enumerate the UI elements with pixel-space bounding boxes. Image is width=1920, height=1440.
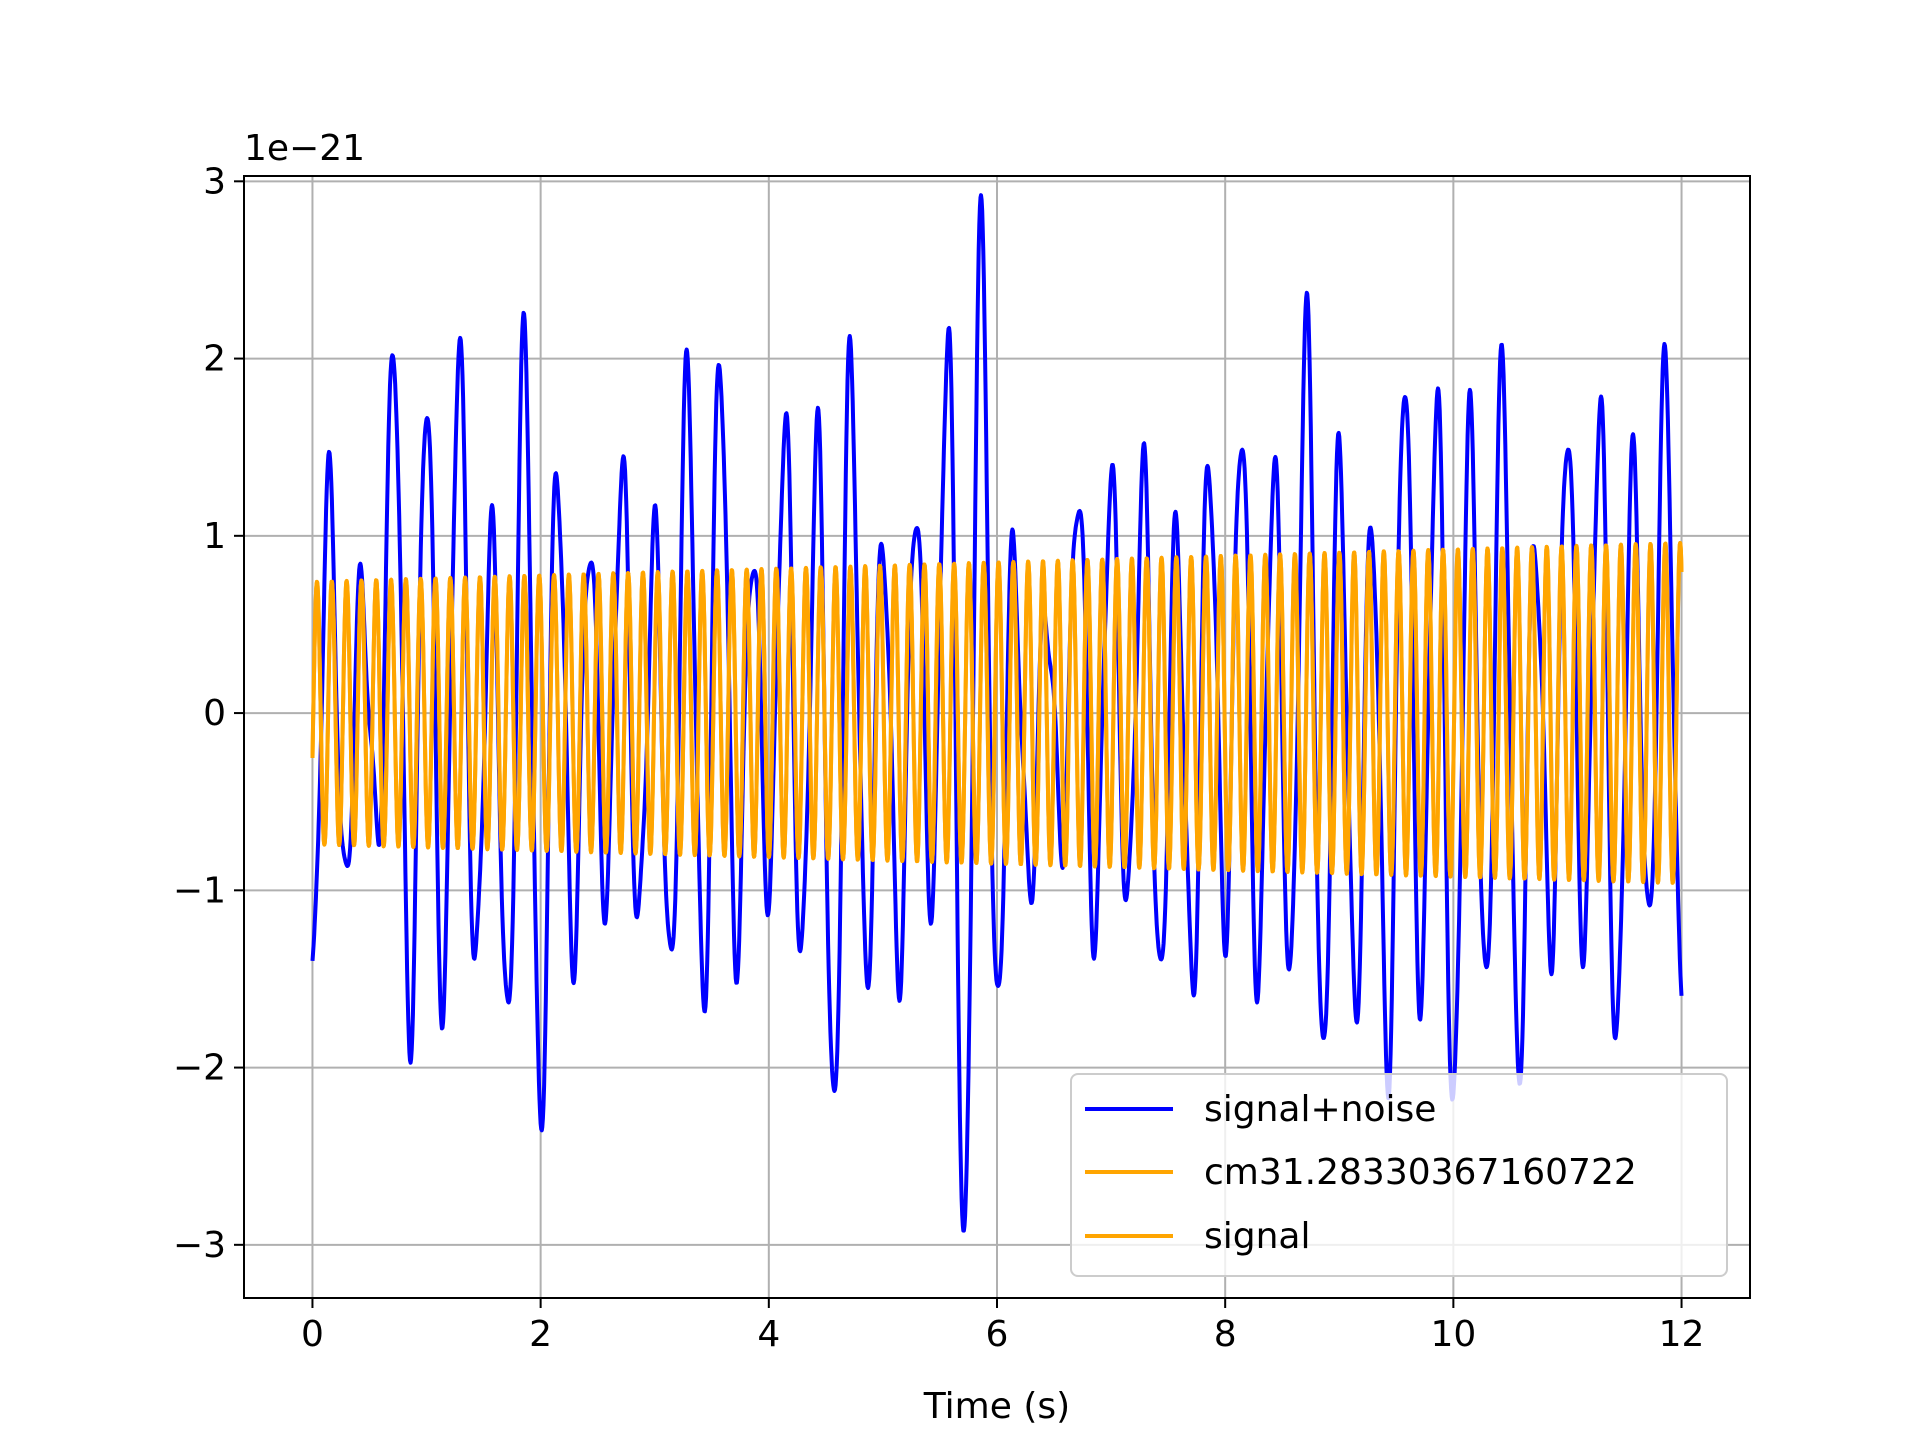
x-tick-label: 8	[1214, 1314, 1237, 1355]
legend-label-cm: cm31.28330367160722	[1204, 1152, 1637, 1193]
x-tick-label: 10	[1430, 1314, 1476, 1355]
y-tick-label: −2	[173, 1048, 226, 1089]
legend: signal+noise cm31.28330367160722 signal	[1070, 1073, 1728, 1277]
x-tick-label: 0	[301, 1314, 324, 1355]
y-tick-label: 3	[203, 161, 226, 202]
y-tick-label: −3	[173, 1225, 226, 1266]
x-tick-label: 6	[986, 1314, 1009, 1355]
y-tick-label: 2	[203, 339, 226, 380]
y-tick-label: 1	[203, 516, 226, 557]
legend-box	[1070, 1073, 1728, 1277]
x-tick-label: 4	[757, 1314, 780, 1355]
legend-label-signal: signal	[1204, 1216, 1311, 1257]
y-offset-text: 1e−21	[244, 128, 365, 169]
x-tick-label: 12	[1659, 1314, 1705, 1355]
y-tick-label: −1	[173, 870, 226, 911]
series-line-signal	[310, 541, 1684, 885]
x-axis-label: Time (s)	[923, 1386, 1070, 1427]
legend-label-signal-noise: signal+noise	[1204, 1089, 1436, 1130]
y-tick-label: 0	[203, 693, 226, 734]
x-tick-label: 2	[529, 1314, 552, 1355]
